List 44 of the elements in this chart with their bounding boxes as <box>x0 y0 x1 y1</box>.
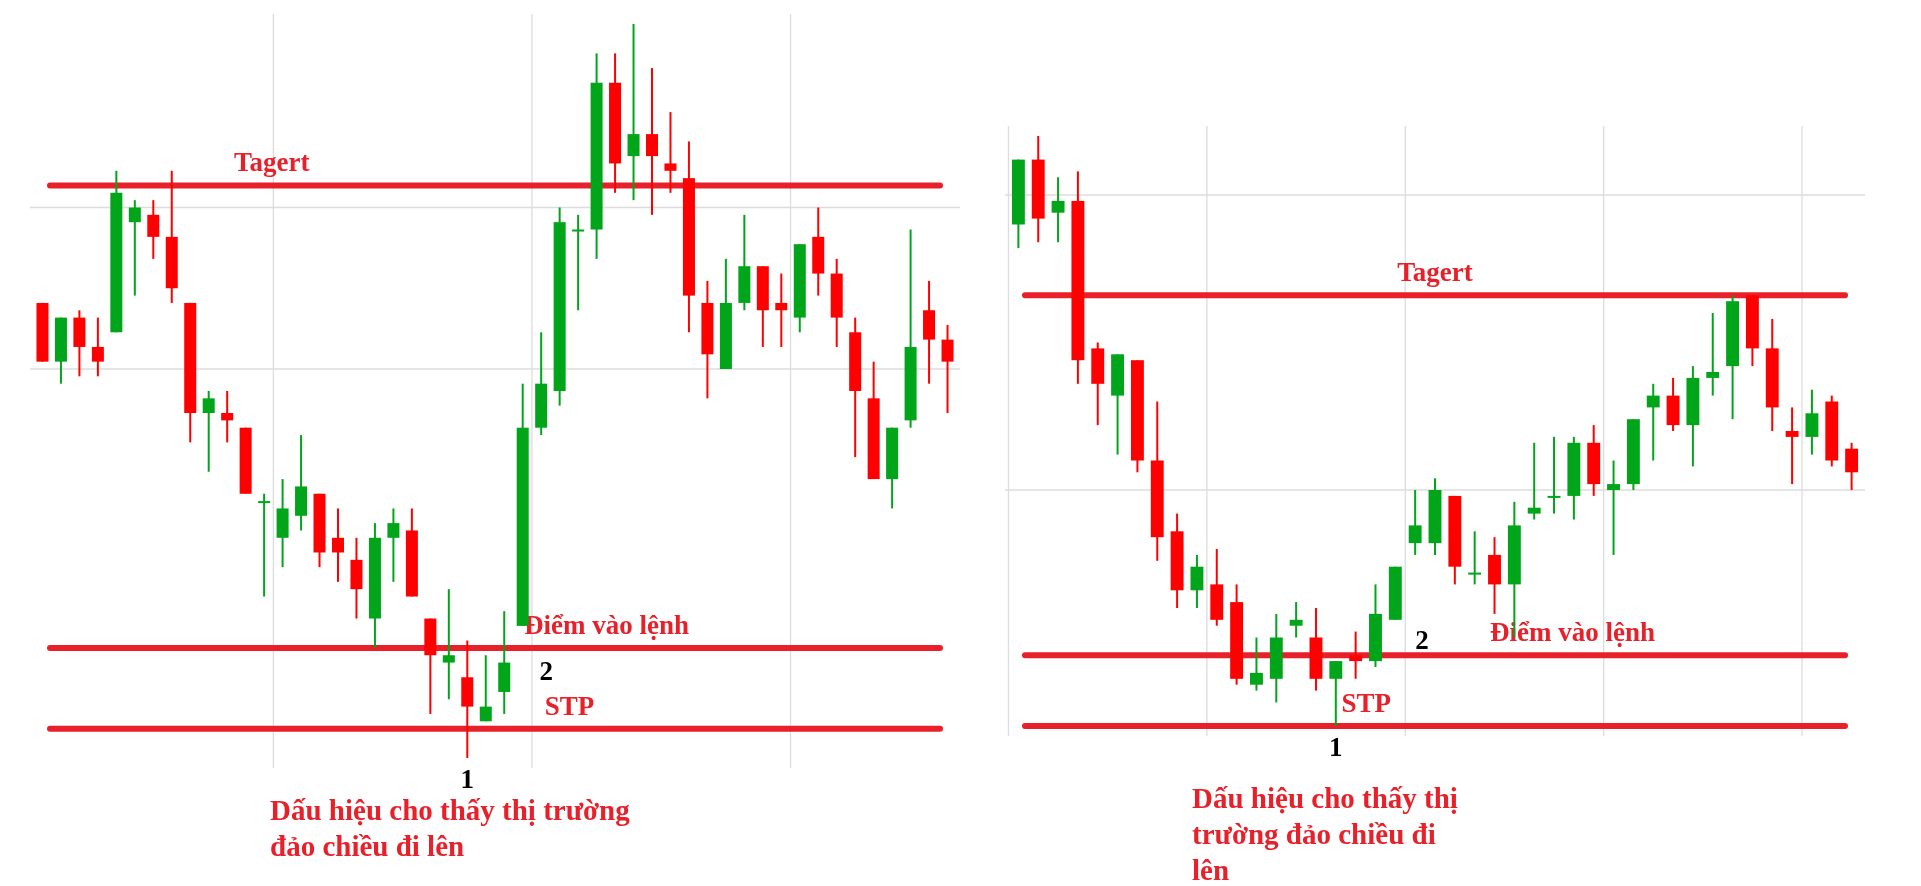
candlestick <box>1408 489 1422 556</box>
candlestick <box>627 23 640 202</box>
candlestick <box>1349 630 1363 680</box>
candlestick <box>1051 176 1065 244</box>
ref-line-label: Điểm vào lệnh <box>1490 617 1656 648</box>
text: 1 <box>460 764 475 794</box>
annotation: 2 <box>539 655 553 686</box>
ref-line-label: Tagert <box>1397 257 1473 288</box>
candlestick <box>1845 441 1859 491</box>
candlestick <box>442 588 455 701</box>
candlestick <box>1646 382 1660 462</box>
candlestick <box>1607 459 1620 556</box>
candlestick <box>128 199 141 297</box>
text: Dấu hiệu cho thấy thị trường đảo chiều đi lên <box>270 794 631 862</box>
candlestick <box>1805 388 1819 456</box>
candlestick <box>202 390 215 473</box>
candlestick <box>1547 435 1561 515</box>
candlestick <box>1706 312 1720 397</box>
candlestick <box>258 492 271 598</box>
candlestick <box>332 507 344 583</box>
candlestick <box>572 213 585 312</box>
candlestick <box>1250 636 1263 692</box>
candlestick <box>387 507 400 583</box>
text: 1 <box>1329 732 1343 762</box>
candlestick <box>775 272 788 348</box>
candlestick <box>1527 441 1541 521</box>
candlestick <box>941 323 954 415</box>
text: Dấu hiệu cho thấy thị trường đảo chiều đi lên <box>1192 782 1458 886</box>
candlestick <box>91 316 104 378</box>
ref-line-label: STP <box>544 690 595 721</box>
ref-line-label: Điểm vào lệnh <box>524 609 690 640</box>
candlestick <box>221 390 234 444</box>
candlestick <box>1289 601 1303 639</box>
annotation: 2 <box>1415 625 1429 656</box>
candlestick <box>147 199 160 260</box>
candlestick <box>1329 660 1343 727</box>
ref-line-label: Tagert <box>234 147 310 178</box>
candlestick <box>479 654 492 723</box>
ref-line-label: STP <box>1341 688 1391 718</box>
candlestick <box>1190 553 1204 609</box>
candlestick <box>646 67 658 216</box>
candlestick <box>1785 406 1799 486</box>
candlestick <box>664 111 677 194</box>
candlestick <box>1468 530 1482 586</box>
